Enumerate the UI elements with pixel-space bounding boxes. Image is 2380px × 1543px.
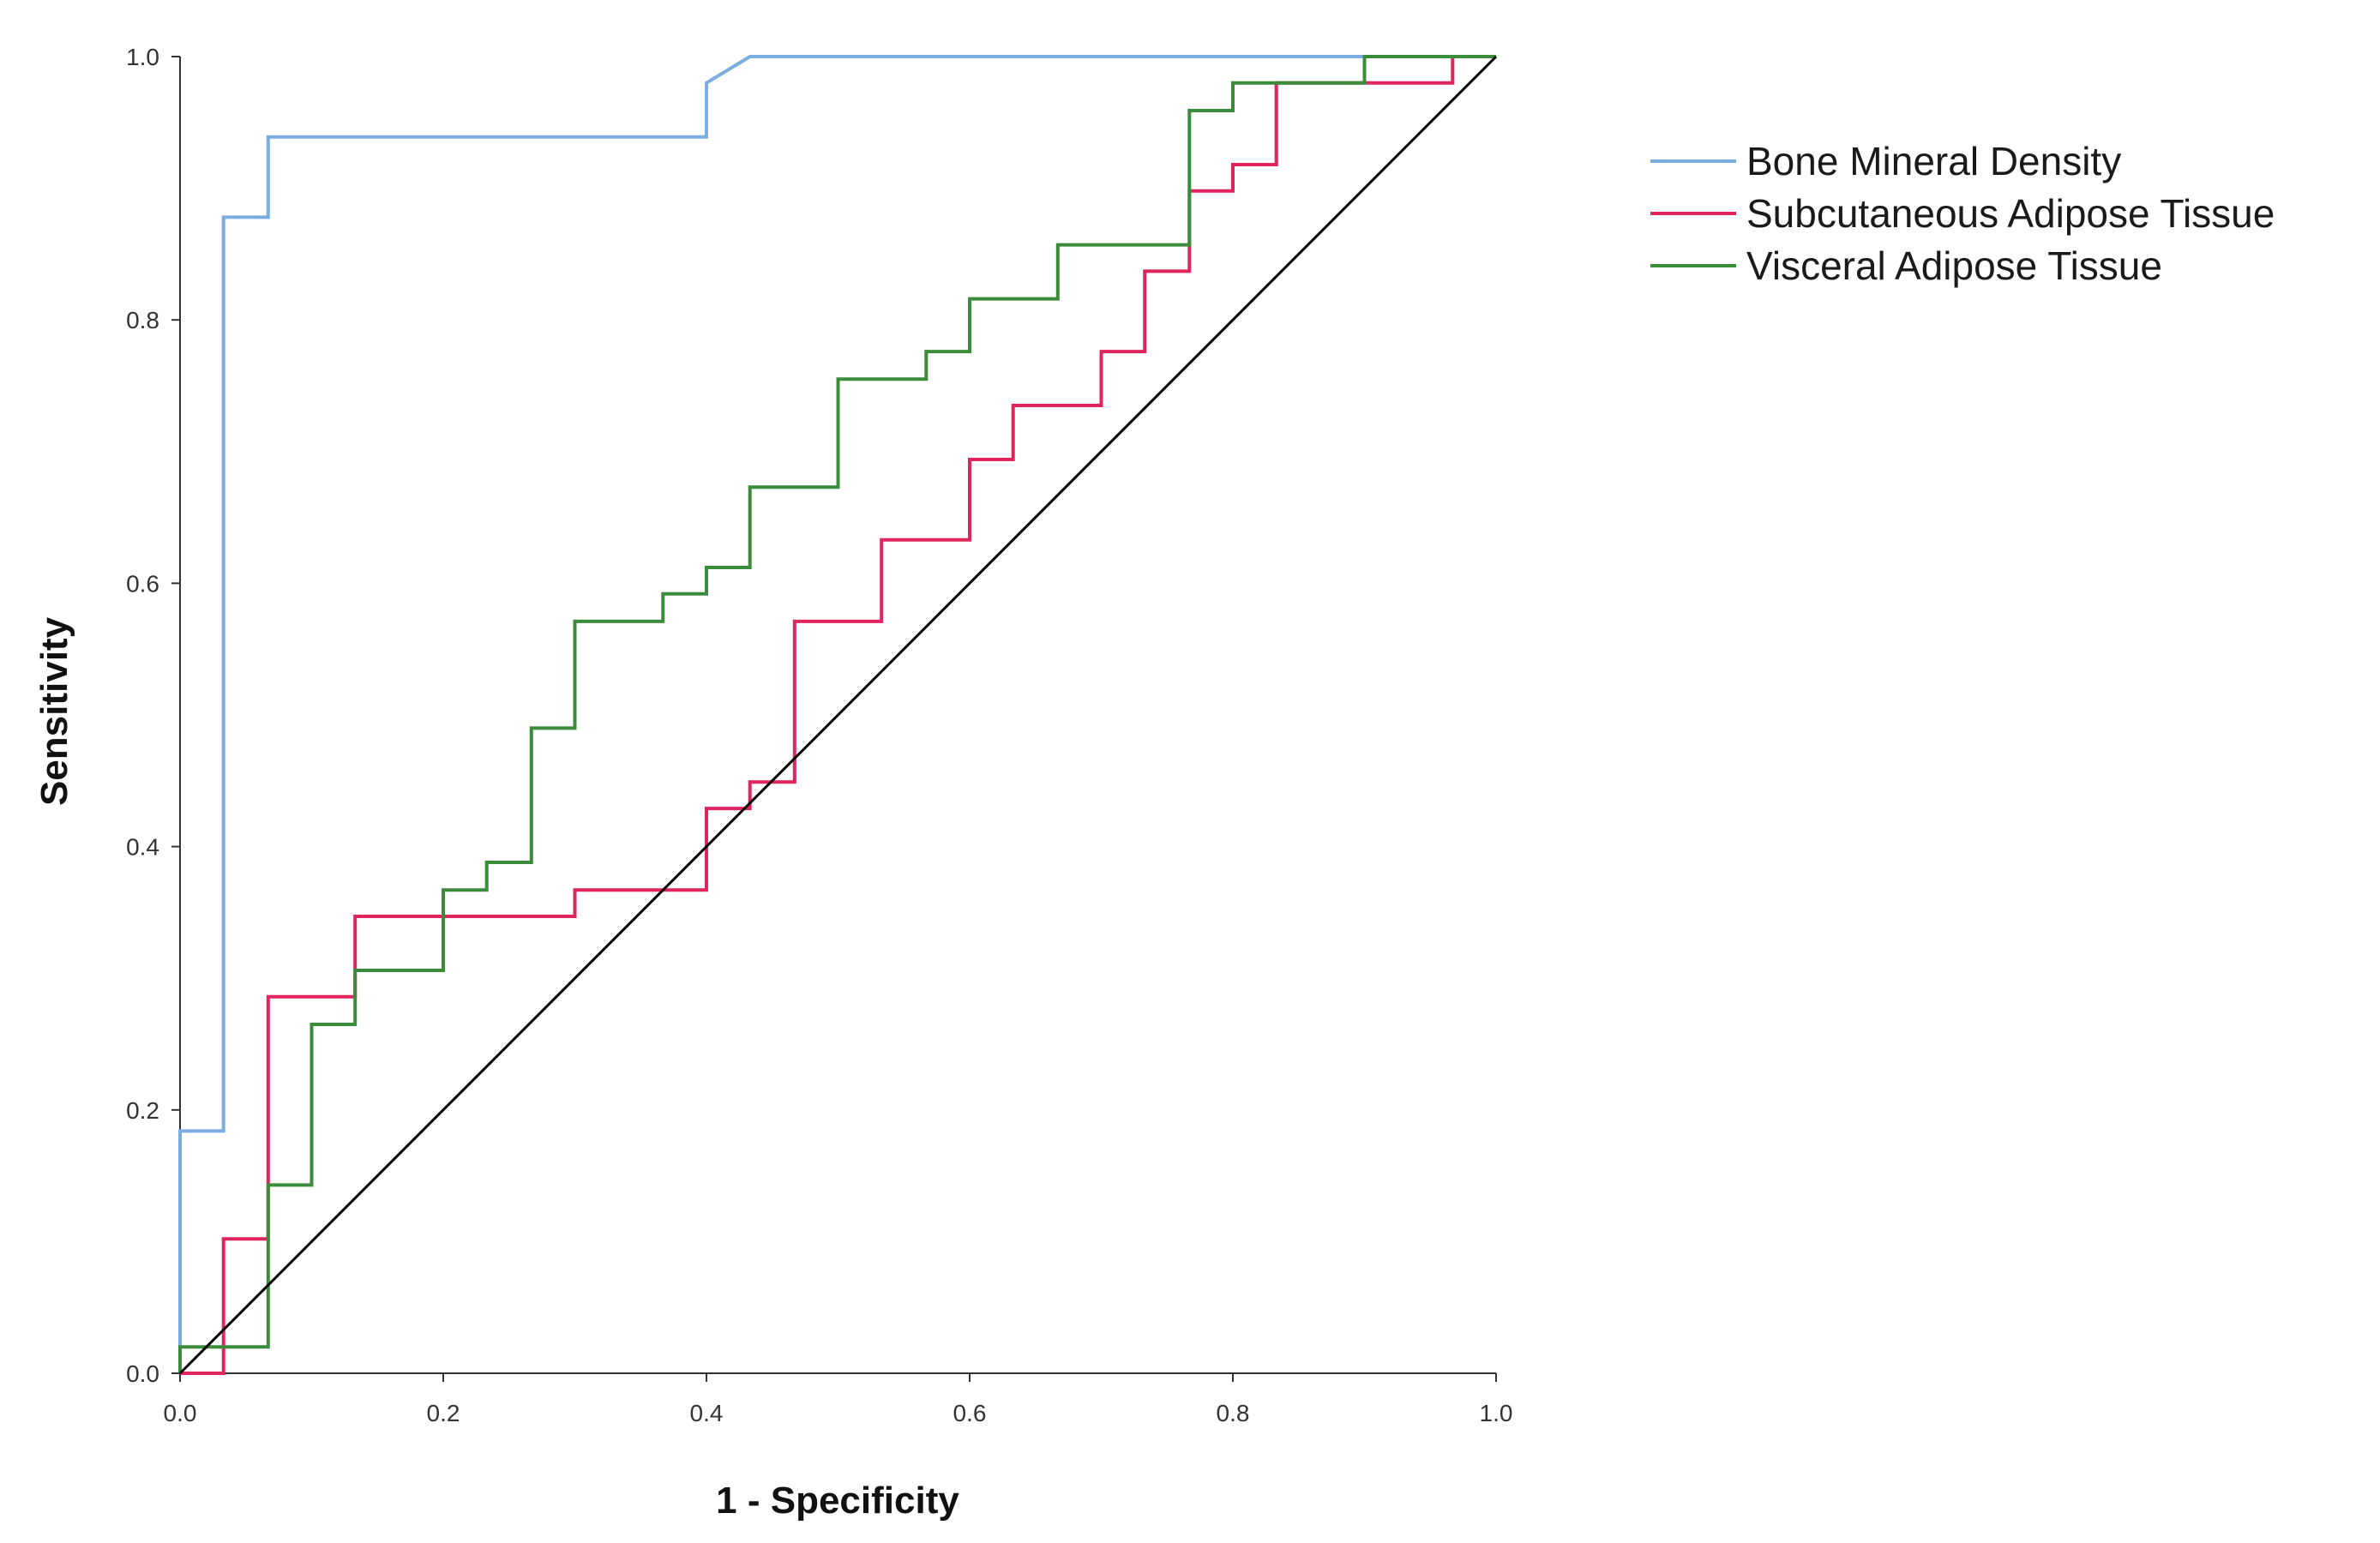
x-tick-label: 0.6 bbox=[953, 1400, 987, 1426]
y-axis-title: Sensitivity bbox=[33, 616, 75, 806]
x-tick-label: 0.4 bbox=[690, 1400, 724, 1426]
x-tick-label: 1.0 bbox=[1480, 1400, 1513, 1426]
y-tick-label: 0.6 bbox=[126, 570, 159, 597]
x-tick-label: 0.2 bbox=[427, 1400, 460, 1426]
series-line-subcutaneous-adipose-tissue bbox=[180, 55, 1496, 1375]
y-tick-label: 0.8 bbox=[126, 307, 159, 333]
x-tick-label: 0.8 bbox=[1217, 1400, 1250, 1426]
y-tick-label: 1.0 bbox=[126, 44, 159, 70]
legend-label-bone-mineral-density: Bone Mineral Density bbox=[1746, 139, 2121, 183]
y-tick-label: 0.0 bbox=[126, 1360, 159, 1387]
x-tick-label: 0.0 bbox=[164, 1400, 197, 1426]
plot-series bbox=[178, 55, 1498, 1375]
series-line-reference-line bbox=[178, 55, 1498, 1375]
y-tick-label: 0.2 bbox=[126, 1097, 159, 1124]
series-line-bone-mineral-density bbox=[178, 55, 1496, 1373]
series-line-visceral-adipose-tissue bbox=[178, 55, 1496, 1373]
legend-label-visceral-adipose-tissue: Visceral Adipose Tissue bbox=[1746, 243, 2162, 288]
legend-label-subcutaneous-adipose-tissue: Subcutaneous Adipose Tissue bbox=[1746, 191, 2275, 236]
legend: Bone Mineral Density Subcutaneous Adipose… bbox=[1650, 139, 2275, 288]
y-tick-label: 0.4 bbox=[126, 834, 159, 861]
x-axis-title: 1 - Specificity bbox=[716, 1480, 959, 1522]
